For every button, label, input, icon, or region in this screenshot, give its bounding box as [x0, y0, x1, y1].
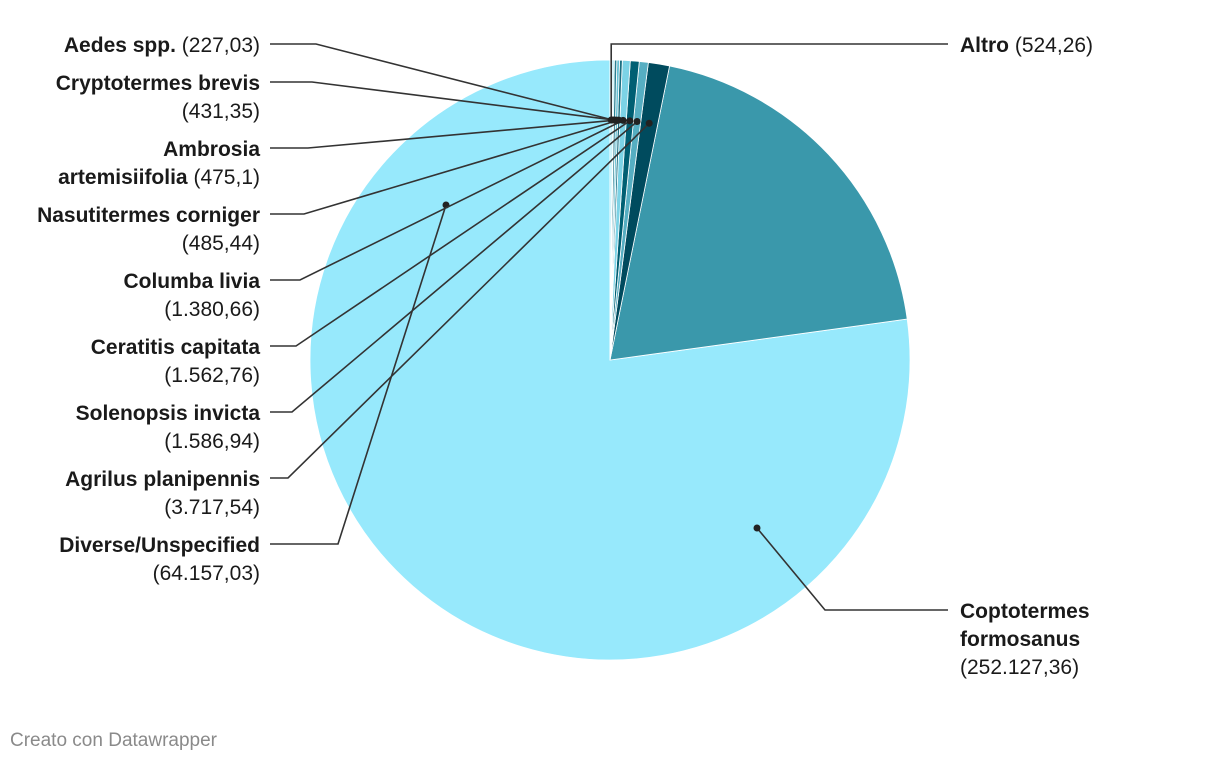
slice-label-name: Columba livia: [123, 270, 260, 293]
leader-line: [270, 119, 619, 215]
leader-line: [270, 120, 631, 347]
slice-label-name: formosanus: [960, 628, 1080, 651]
slice-label-name: Ambrosia: [163, 138, 260, 161]
slice-label: Ambrosia artemisiifolia (475,1): [58, 138, 260, 189]
leader-anchor-dot: [753, 524, 761, 532]
slice-label-name: Coptotermes: [960, 600, 1090, 623]
slice-label-value: (1.562,76): [164, 364, 260, 387]
slice-label: Solenopsis invicta (1.586,94): [76, 402, 261, 453]
leader-line: [270, 204, 447, 545]
leader-line: [270, 43, 614, 121]
slice-label-value: (227,03): [176, 34, 260, 57]
slice-label-name: Diverse/Unspecified: [59, 534, 260, 557]
slice-label: Nasutitermes corniger (485,44): [37, 204, 260, 255]
slice-label-name: Altro: [960, 34, 1009, 57]
slice-label-value: (252.127,36): [960, 656, 1079, 679]
leader-anchor-dot: [645, 119, 653, 127]
leader-lines: [270, 43, 948, 611]
slice-label: Diverse/Unspecified (64.157,03): [59, 534, 260, 585]
leader-line: [270, 120, 638, 413]
slice-label: Coptotermes formosanus (252.127,36): [960, 600, 1090, 679]
slice-label-name: Nasutitermes corniger: [37, 204, 260, 227]
slice-labels: Coptotermes formosanus (252.127,36) Diverse…: [37, 34, 1093, 679]
slice-label-name: Agrilus planipennis: [65, 468, 260, 491]
slice-label: Ceratitis capitata (1.562,76): [91, 336, 261, 387]
slice-label-value: (431,35): [182, 100, 260, 123]
leader-anchor-dot: [607, 116, 615, 124]
leader-line: [756, 527, 948, 611]
slice-label-value: (485,44): [182, 232, 260, 255]
slice-label-name: Cryptotermes brevis: [56, 72, 260, 95]
pie-slices: [309, 59, 911, 661]
slice-label: Cryptotermes brevis (431,35): [56, 72, 260, 123]
slice-label: Aedes spp. (227,03): [64, 34, 260, 57]
slice-label-name: artemisiifolia: [58, 166, 188, 189]
slice-label: Columba livia (1.380,66): [123, 270, 260, 321]
slice-label-name: Solenopsis invicta: [76, 402, 261, 425]
leader-line: [270, 122, 650, 479]
slice-label: Altro (524,26): [960, 34, 1093, 57]
slice-label-value: (3.717,54): [164, 496, 260, 519]
leader-anchor-dot: [633, 118, 641, 126]
slice-label-name: Ceratitis capitata: [91, 336, 261, 359]
pie-slice-diverse-unspecified: [609, 65, 908, 361]
slice-label-value: (1.380,66): [164, 298, 260, 321]
leader-line: [270, 119, 617, 149]
slice-label-value: (524,26): [1009, 34, 1093, 57]
leader-line: [270, 119, 624, 281]
leader-anchor-dot: [626, 117, 634, 125]
leader-line: [610, 43, 948, 121]
slice-label-value: (64.157,03): [153, 562, 260, 585]
leader-line: [270, 81, 615, 121]
slice-label-name: Aedes spp.: [64, 34, 176, 57]
footer-credit: Creato con Datawrapper: [10, 730, 217, 751]
slice-label-value: (475,1): [188, 166, 260, 189]
slice-label-value: (1.586,94): [164, 430, 260, 453]
slice-label: Agrilus planipennis (3.717,54): [65, 468, 260, 519]
